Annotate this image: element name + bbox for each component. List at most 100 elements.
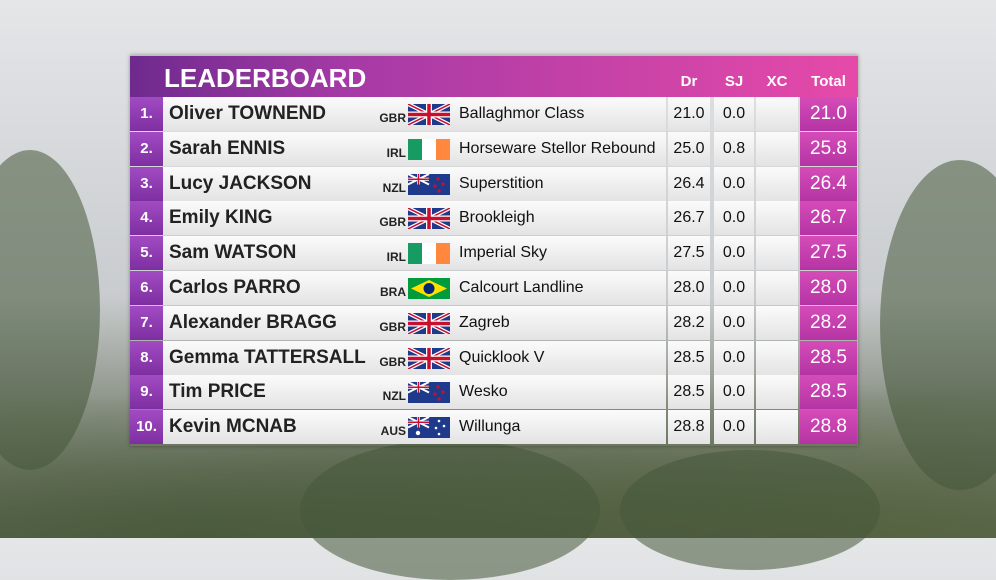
- nation: BRA: [380, 285, 406, 299]
- cell-background: [756, 375, 798, 410]
- flag: [408, 278, 450, 299]
- flag: [408, 104, 450, 125]
- cell-background: [756, 305, 798, 340]
- horse-name: Horseware Stellor Rebound: [459, 139, 656, 157]
- rank: 9.: [130, 375, 163, 410]
- flag: [408, 382, 450, 404]
- row: 2. Sarah ENNIS IRL Horseware Stellor Reboun…: [130, 131, 858, 166]
- row: 7. Alexander BRAGG GBR Zagreb 28.2 0.0 28.2: [130, 305, 858, 340]
- total-score: 25.8: [800, 131, 857, 166]
- rank: 5.: [130, 236, 163, 271]
- rank: 1.: [130, 97, 163, 131]
- horse-name: Ballaghmor Class: [459, 105, 585, 122]
- rider-name: Kevin MCNAB: [169, 416, 297, 438]
- total-score: 28.0: [800, 271, 857, 305]
- nation: NZL: [382, 180, 406, 195]
- cell-background: [714, 305, 754, 340]
- cell-background: [668, 305, 710, 340]
- nation: NZL: [382, 389, 406, 404]
- horse-name: Superstition: [459, 174, 544, 192]
- cell-background: [756, 201, 798, 236]
- cell-background: [756, 97, 798, 131]
- cell-background: [668, 271, 710, 305]
- rider-name: Emily KING: [169, 207, 273, 229]
- cell-background: [756, 271, 798, 305]
- column-header: XC: [766, 73, 788, 90]
- rider-name: Oliver TOWNEND: [169, 103, 326, 124]
- rank: 2.: [130, 131, 163, 166]
- cell-background: [668, 166, 710, 201]
- total-score: 27.5: [800, 236, 857, 271]
- cell-background: [714, 166, 754, 201]
- horse-name: Calcourt Landline: [459, 279, 584, 296]
- dressage-score: 28.2: [673, 313, 705, 331]
- total-score: 21.0: [800, 97, 857, 131]
- cell-background: [756, 340, 798, 375]
- cell-background: [714, 271, 754, 305]
- flag: [408, 208, 450, 230]
- rider-name: Alexander BRAGG: [169, 311, 337, 333]
- total-score: 28.5: [800, 375, 857, 410]
- nation: GBR: [379, 354, 406, 369]
- dressage-score: 28.0: [673, 279, 705, 296]
- show-jumping-score: 0.0: [722, 209, 746, 227]
- horse-name: Brookleigh: [459, 209, 535, 227]
- background-tree: [300, 440, 600, 580]
- dressage-score: 28.5: [673, 348, 705, 366]
- cell-background: [714, 340, 754, 375]
- rank: 7.: [130, 305, 163, 340]
- cell-background: [714, 410, 754, 445]
- cell-background: [756, 166, 798, 201]
- cell-background: [714, 201, 754, 236]
- rank: 10.: [130, 410, 163, 445]
- dressage-score: 27.5: [673, 244, 705, 262]
- show-jumping-score: 0.0: [722, 383, 746, 401]
- cell-background: [668, 410, 710, 445]
- cell-background: [756, 410, 798, 445]
- nation: IRL: [386, 250, 406, 265]
- total-score: 28.8: [800, 410, 857, 445]
- nation: IRL: [386, 145, 406, 160]
- row: 8. Gemma TATTERSALL GBR Quicklook V 28.5 0.0 2…: [130, 340, 858, 375]
- nation: AUS: [380, 424, 406, 439]
- cell-background: [714, 236, 754, 271]
- flag: [408, 243, 450, 265]
- rank: 8.: [130, 340, 163, 375]
- show-jumping-score: 0.0: [722, 418, 746, 436]
- cell-background: [756, 131, 798, 166]
- cell-background: [714, 375, 754, 410]
- rider-name: Lucy JACKSON: [169, 172, 312, 194]
- horse-name: Willunga: [459, 418, 521, 436]
- dressage-score: 28.5: [673, 383, 705, 401]
- show-jumping-score: 0.8: [722, 139, 746, 157]
- background-tree: [620, 450, 880, 570]
- show-jumping-score: 0.0: [722, 244, 746, 262]
- rider-name: Sam WATSON: [169, 242, 297, 264]
- rider-name: Gemma TATTERSALL: [169, 346, 366, 368]
- total-score: 28.2: [800, 305, 857, 340]
- show-jumping-score: 0.0: [722, 279, 746, 296]
- nation: GBR: [379, 319, 406, 334]
- cell-background: [668, 340, 710, 375]
- nation: GBR: [379, 111, 406, 125]
- flag: [408, 173, 450, 195]
- row: 4. Emily KING GBR Brookleigh 26.7 0.0 26.7: [130, 201, 858, 236]
- cell-background: [668, 201, 710, 236]
- cell-background: [668, 236, 710, 271]
- dressage-score: 26.7: [673, 209, 705, 227]
- title: LEADERBOARD: [164, 63, 367, 93]
- flag: [408, 138, 450, 160]
- dressage-score: 28.8: [673, 418, 705, 436]
- rank: 6.: [130, 271, 163, 305]
- horse-name: Zagreb: [459, 313, 510, 331]
- row: 9. Tim PRICE NZL Wesko 28.5 0.0 28.5: [130, 375, 858, 410]
- horse-name: Imperial Sky: [459, 244, 548, 262]
- total-score: 26.4: [800, 166, 857, 201]
- rider-name: Sarah ENNIS: [169, 137, 286, 159]
- flag: [408, 312, 450, 334]
- cell-background: [756, 236, 798, 271]
- cell-background: [714, 97, 754, 131]
- show-jumping-score: 0.0: [722, 348, 746, 366]
- cell-background: [668, 375, 710, 410]
